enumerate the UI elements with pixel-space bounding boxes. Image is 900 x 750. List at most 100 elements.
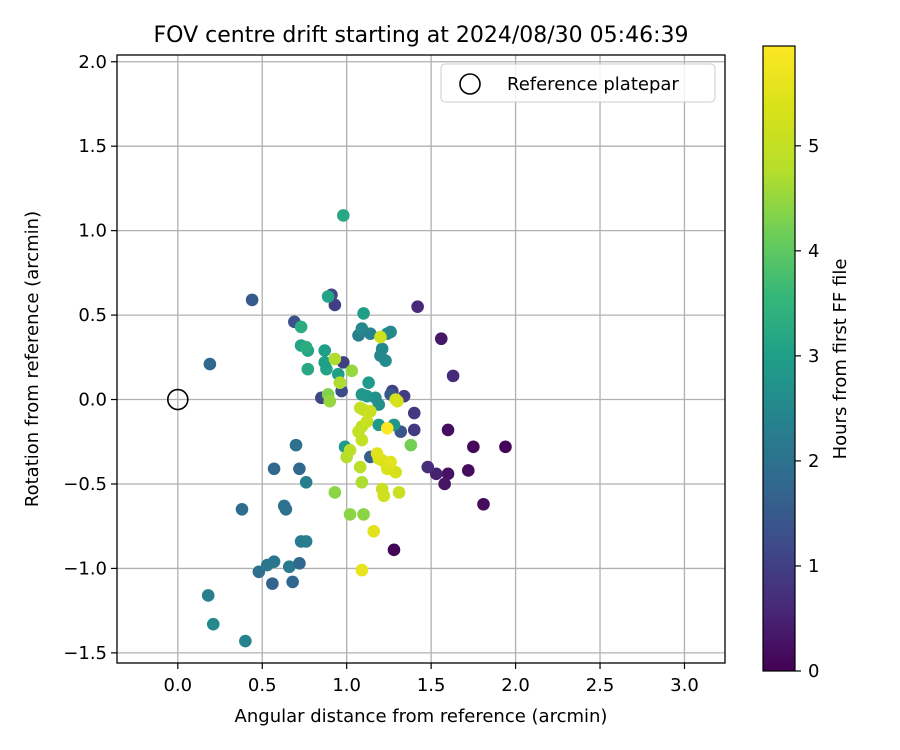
data-point <box>206 617 220 631</box>
data-point <box>293 557 306 570</box>
x-axis-ticks: 0.0 0.5 1.0 1.5 2.0 2.5 3.0 <box>163 663 699 696</box>
y-tick-label: 2.0 <box>78 52 107 73</box>
legend: Reference platepar <box>440 63 716 103</box>
chart-title: FOV centre drift starting at 2024/08/30 … <box>154 23 689 48</box>
x-tick-label: 3.0 <box>670 675 699 696</box>
colorbar-tick-label: 0 <box>808 661 819 682</box>
x-tick-label: 0.5 <box>248 675 277 696</box>
data-point <box>411 300 424 313</box>
data-point <box>364 327 377 340</box>
x-tick-label: 1.5 <box>417 675 446 696</box>
data-point <box>407 406 421 420</box>
data-point <box>299 340 313 354</box>
colorbar-tick-label: 3 <box>808 346 819 367</box>
data-point <box>239 634 252 648</box>
legend-box <box>440 63 716 103</box>
data-point <box>321 290 335 303</box>
colorbar-tick-label: 4 <box>808 241 819 262</box>
data-point <box>360 415 374 428</box>
data-point <box>391 394 404 408</box>
data-point <box>293 462 306 476</box>
data-point <box>345 364 359 378</box>
data-point <box>407 423 421 437</box>
data-point <box>267 555 281 568</box>
data-point <box>461 464 475 477</box>
data-point <box>299 535 313 548</box>
data-point <box>352 425 365 438</box>
colorbar <box>762 45 796 672</box>
data-point <box>337 209 350 222</box>
data-point <box>467 440 480 454</box>
data-point <box>323 394 337 408</box>
data-point <box>392 486 406 499</box>
colorbar-tick-label: 2 <box>808 451 819 472</box>
data-point <box>355 563 369 577</box>
data-point <box>267 462 281 476</box>
reference-marker <box>167 388 189 411</box>
data-point <box>266 577 279 590</box>
y-tick-label: 0.5 <box>78 305 107 326</box>
plot-area-frame <box>116 54 726 664</box>
data-point <box>235 503 249 516</box>
data-point <box>364 405 377 418</box>
data-point <box>477 497 490 511</box>
y-tick-label: −1.0 <box>63 558 107 579</box>
y-tick-label: 1.0 <box>78 221 107 242</box>
data-point <box>384 325 397 339</box>
data-point <box>434 332 448 346</box>
colorbar-ticks: 0 1 2 3 4 5 <box>795 136 819 682</box>
y-tick-label: −0.5 <box>63 474 107 495</box>
x-axis-label: Angular distance from reference (arcmin) <box>235 706 608 727</box>
x-tick-label: 2.0 <box>501 675 530 696</box>
colorbar-tick-label: 5 <box>808 136 819 157</box>
data-point <box>374 349 387 362</box>
data-point <box>294 320 308 334</box>
data-point <box>421 460 435 474</box>
data-point <box>279 503 293 516</box>
data-point <box>362 376 375 389</box>
x-tick-label: 0.0 <box>163 675 192 696</box>
data-point <box>367 524 381 538</box>
data-point <box>333 376 347 389</box>
colorbar-label: Hours from first FF file <box>830 259 851 460</box>
data-point <box>380 421 394 435</box>
data-point <box>357 508 370 521</box>
data-point <box>355 388 369 401</box>
data-point <box>377 489 391 503</box>
data-point <box>252 565 266 579</box>
data-point <box>429 467 443 481</box>
data-point <box>355 475 369 489</box>
grid <box>117 55 725 663</box>
data-point <box>289 438 303 452</box>
data-point <box>328 298 342 312</box>
data-point <box>384 455 397 469</box>
data-point <box>353 460 367 474</box>
y-tick-label: 0.0 <box>78 390 107 411</box>
legend-label: Reference platepar <box>507 74 679 95</box>
data-point <box>203 357 217 371</box>
data-point <box>499 440 512 454</box>
data-point <box>318 356 332 369</box>
data-point <box>328 352 342 366</box>
data-point <box>343 508 357 521</box>
data-point <box>372 398 386 411</box>
data-point <box>328 486 342 499</box>
data-point <box>318 344 332 357</box>
data-point <box>357 307 370 320</box>
legend-marker-icon <box>459 73 481 95</box>
data-point <box>301 362 315 376</box>
y-tick-label: −1.5 <box>63 643 107 664</box>
y-tick-label: 1.5 <box>78 136 107 157</box>
data-point <box>282 560 296 574</box>
data-point <box>286 575 299 589</box>
data-point <box>438 477 451 491</box>
data-point <box>343 443 357 457</box>
y-axis-label: Rotation from reference (arcmin) <box>22 211 43 507</box>
data-point <box>374 330 387 344</box>
data-point <box>387 543 401 557</box>
scatter-points <box>201 209 512 648</box>
y-axis-ticks: 2.0 1.5 1.0 0.5 0.0 −0.5 −1.0 −1.5 <box>63 52 117 664</box>
data-point <box>404 438 418 452</box>
data-point <box>299 475 313 489</box>
